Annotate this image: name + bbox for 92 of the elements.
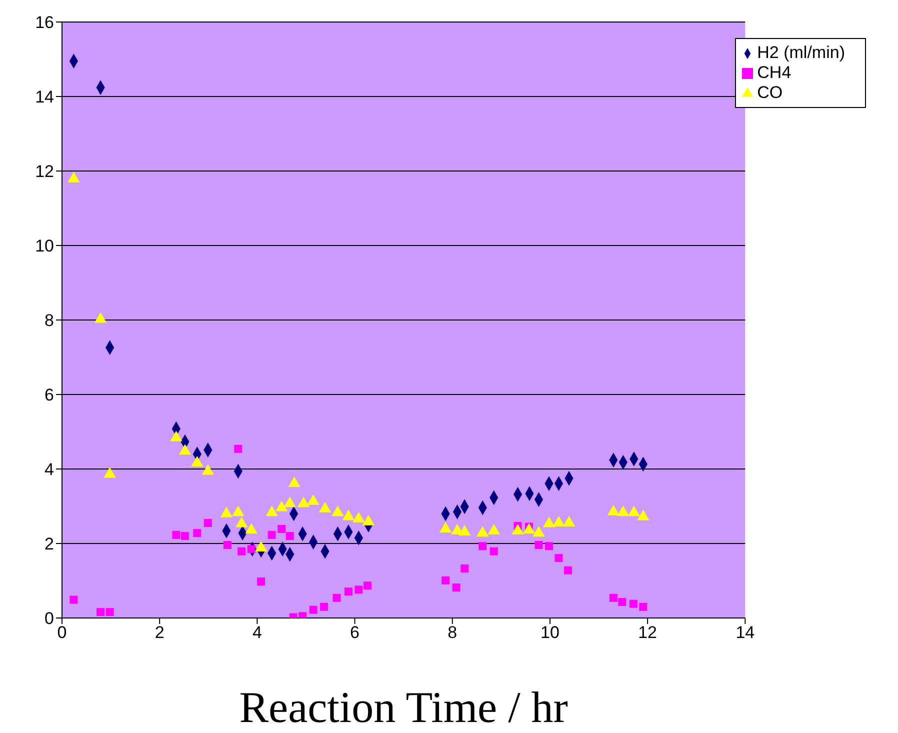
point [490,547,498,556]
point [637,510,650,520]
point [223,540,232,549]
x-tick-label: 4 [252,623,262,642]
point [476,526,489,537]
y-tick-label: 14 [35,88,54,107]
point [278,524,286,533]
y-tick-label: 0 [44,609,54,628]
point [532,526,545,537]
point [439,522,452,532]
point [564,566,572,574]
point [607,504,620,516]
point [442,576,450,584]
point [172,530,180,539]
point [342,510,355,520]
point [609,594,618,602]
point [284,496,296,508]
point [202,464,214,475]
point [320,602,328,611]
point [618,598,626,606]
point [562,516,576,527]
point [297,496,310,508]
point [617,506,630,516]
legend-label: CH4 [757,63,792,82]
y-tick-label: 16 [35,13,54,32]
point [478,542,487,550]
point [332,594,341,602]
point [332,506,344,516]
point [104,467,116,478]
point [307,494,320,505]
point [257,577,266,586]
point [458,524,471,536]
point [235,516,248,528]
point [522,523,536,534]
point [488,524,500,534]
x-tick-label: 10 [540,623,560,642]
x-tick-label: 0 [57,623,67,642]
point [180,532,189,540]
point [193,529,202,538]
point [238,547,246,556]
point [191,456,204,467]
point [639,602,648,611]
point [309,606,318,614]
point [247,545,256,554]
x-tick-label: 8 [448,623,458,642]
point [220,506,233,518]
y-tick-label: 4 [44,460,54,480]
y-tick-label: 2 [44,534,54,554]
point [534,540,543,549]
legend-label: H2 (ml/min) [757,43,845,62]
point [276,500,288,512]
point [106,608,114,616]
point [544,542,553,550]
x-tick-label: 12 [638,623,658,642]
point [552,516,565,527]
point [68,172,80,182]
point [288,476,300,488]
point [344,588,352,596]
point [354,586,363,594]
point [255,540,268,552]
point [542,516,556,528]
point [232,506,244,516]
point [234,444,242,453]
point [452,583,460,592]
x-tick-label: 2 [154,623,164,642]
point [245,523,258,534]
point [554,554,563,562]
legend-label: CO [757,83,783,102]
y-tick-label: 6 [44,386,54,405]
y-tick-label: 12 [35,162,54,182]
point [178,444,192,455]
x-tick-label: 14 [736,623,755,642]
point [628,506,640,516]
point [70,596,78,604]
point [204,519,212,528]
point [266,506,278,516]
point [96,608,105,616]
point [363,582,372,590]
point [352,512,365,522]
x-tick-label: 6 [350,623,360,642]
point [460,564,469,572]
y-tick-label: 10 [35,236,54,256]
point [170,430,182,442]
point [362,514,375,526]
point [94,312,107,323]
point [629,600,638,608]
y-tick-label: 8 [44,311,54,330]
point [268,530,276,539]
x-axis-title: Reaction Time / hr [239,683,568,732]
point [286,532,294,540]
point [512,524,524,534]
point [318,502,332,512]
